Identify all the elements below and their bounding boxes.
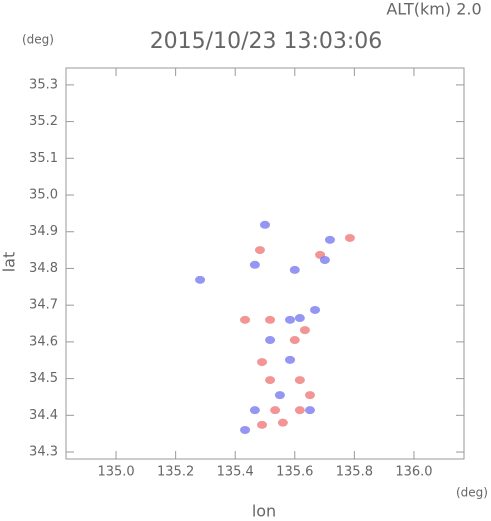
- chart-title: 2015/10/23 13:03:06: [150, 29, 383, 54]
- echo-cell: [344, 233, 355, 242]
- x-tick-label: 135.6: [276, 465, 313, 480]
- echo-cell: [240, 425, 251, 434]
- plot-frame: [65, 67, 465, 460]
- echo-cell: [249, 406, 260, 415]
- y-tick-label: 34.4: [29, 408, 58, 423]
- echo-cell: [257, 358, 268, 367]
- echo-cell: [270, 406, 281, 415]
- echo-cell: [289, 336, 300, 345]
- y-tick-label: 35.3: [29, 77, 58, 92]
- y-tick-label: 34.7: [29, 298, 58, 313]
- echo-cell: [310, 305, 321, 314]
- x-tick-label: 135.0: [97, 465, 134, 480]
- y-tick-label: 34.9: [29, 224, 58, 239]
- echo-cell: [257, 420, 268, 429]
- echo-cell: [285, 355, 296, 364]
- altitude-annotation: ALT(km) 2.0: [386, 0, 481, 19]
- echo-cell: [277, 418, 288, 427]
- x-unit: (deg): [456, 486, 488, 500]
- y-tick-label: 35.1: [29, 151, 58, 166]
- y-tick-label: 34.5: [29, 371, 58, 386]
- echo-cell: [304, 406, 315, 415]
- y-tick-label: 34.8: [29, 261, 58, 276]
- echo-cell: [265, 336, 276, 345]
- x-axis-label: lon: [252, 502, 276, 521]
- echo-cell: [294, 314, 305, 323]
- echo-cell: [294, 406, 305, 415]
- echo-cell: [265, 376, 276, 385]
- x-tick-label: 135.4: [217, 465, 254, 480]
- echo-cell: [299, 326, 310, 335]
- y-axis-label: lat: [0, 252, 19, 273]
- x-tick-label: 135.2: [157, 465, 194, 480]
- echo-cell: [254, 246, 265, 255]
- echo-cell: [240, 315, 251, 324]
- echo-cell: [285, 315, 296, 324]
- y-tick-label: 34.3: [29, 445, 58, 460]
- y-unit: (deg): [22, 33, 54, 47]
- y-tick-label: 35.2: [29, 114, 58, 129]
- echo-cell: [265, 315, 276, 324]
- echo-cell: [294, 376, 305, 385]
- echo-cell: [260, 220, 270, 229]
- x-tick-label: 135.8: [336, 465, 373, 480]
- echo-cell: [274, 391, 285, 400]
- echo-cell: [319, 256, 330, 265]
- x-tick-label: 136.0: [395, 465, 432, 480]
- echo-cell: [304, 391, 315, 400]
- echo-cell: [195, 275, 206, 284]
- echo-cell: [249, 260, 260, 269]
- echo-cell: [289, 265, 300, 274]
- echo-cell: [324, 235, 335, 244]
- y-tick-label: 35.0: [29, 188, 58, 203]
- y-tick-label: 34.6: [29, 334, 58, 349]
